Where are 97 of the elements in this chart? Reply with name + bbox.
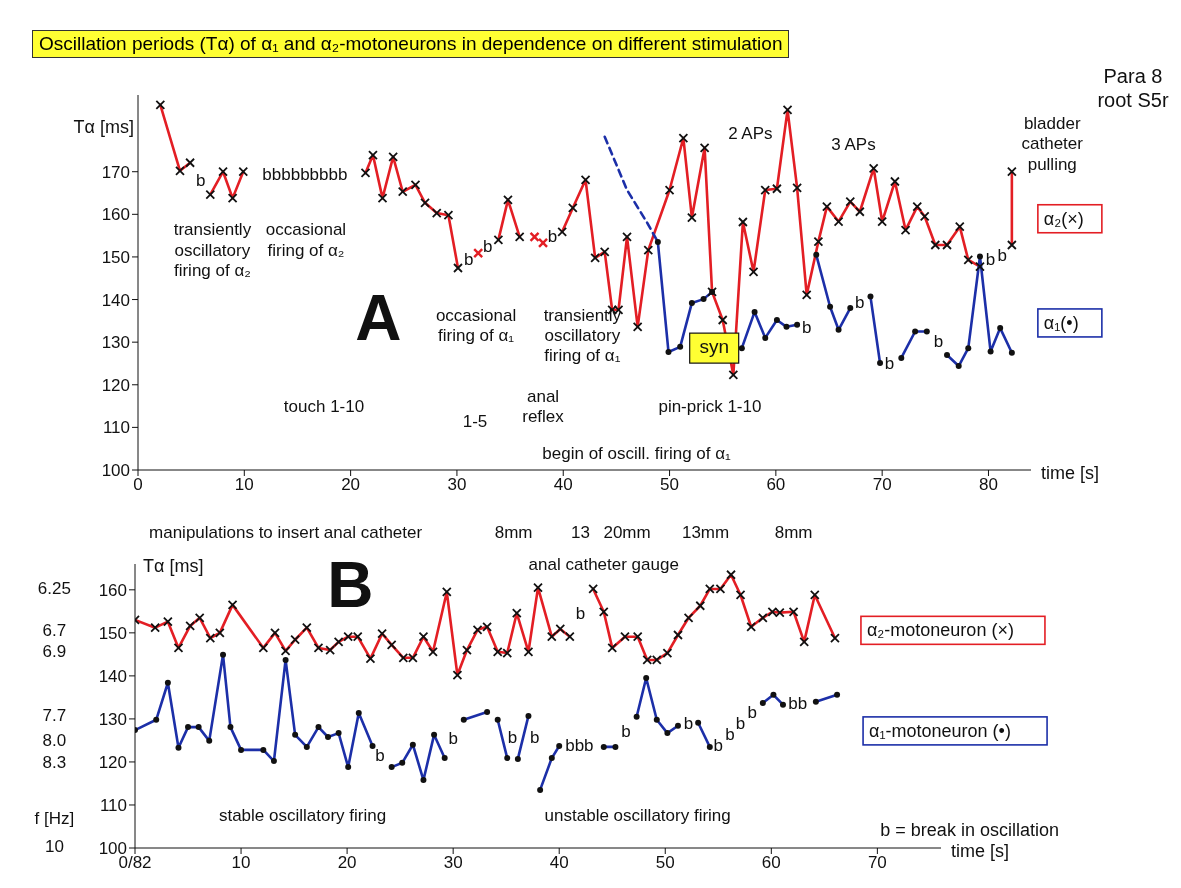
x-tick-label: 80 xyxy=(979,475,998,495)
annotation: b xyxy=(375,746,385,766)
text: 10 xyxy=(44,837,64,857)
text: 8.0 xyxy=(42,731,67,751)
annotation: b xyxy=(747,703,757,723)
annotation: b xyxy=(448,729,458,749)
annotation: A xyxy=(355,281,402,354)
annotation: b xyxy=(621,722,631,742)
series-label: α₂-motoneuron (×) xyxy=(866,620,1014,641)
y-tick-label: 120 xyxy=(98,752,127,772)
y-axis-title: Tα [ms] xyxy=(73,117,134,137)
text: manipulations to insert anal catheter xyxy=(149,523,423,543)
annotation: b xyxy=(933,332,944,352)
y-tick-label: 150 xyxy=(98,623,127,643)
annotation: b xyxy=(463,250,474,270)
chart-title: Oscillation periods (Tα) of α₁ and α₂-motoneurons in dependence on different stimulation xyxy=(32,30,790,58)
annotation: occasional firing of α₂ xyxy=(265,220,347,261)
y-tick-label: 120 xyxy=(101,375,130,395)
text: α₁-motoneuron (•) xyxy=(869,720,1011,741)
annotation: stable oscillatory firing xyxy=(218,806,387,826)
x-tick-label: 70 xyxy=(867,853,887,873)
text: 7.7 xyxy=(42,706,67,726)
y-tick-label: 160 xyxy=(98,580,127,600)
text: 6.7 xyxy=(42,621,67,641)
annotation: b xyxy=(483,237,493,257)
x-tick-label: 50 xyxy=(660,475,680,495)
annotation: b xyxy=(997,246,1008,266)
y-tick-label: 160 xyxy=(101,205,130,225)
y-tick-label: 140 xyxy=(98,666,127,686)
annotation: b xyxy=(713,736,724,756)
x-axis-title: time [s] xyxy=(951,840,1010,861)
y-tick-label: 110 xyxy=(102,418,130,438)
annotation: b = break in oscillation xyxy=(880,819,1059,840)
x-tick-label: 70 xyxy=(872,475,892,495)
x-tick-label: 60 xyxy=(766,475,786,495)
text: Para 8 root S5r xyxy=(1097,65,1169,112)
annotation: bbbbbbbbb xyxy=(262,165,348,185)
text: f [Hz] xyxy=(34,809,75,829)
annotation: transiently oscillatory firing of α₂ xyxy=(173,220,252,281)
annotation: touch 1-10 xyxy=(283,397,365,417)
text: 6.9 xyxy=(42,642,67,662)
annotation: b xyxy=(801,318,812,338)
annotation: 2 APs xyxy=(728,124,773,144)
annotation: b xyxy=(683,714,694,734)
x-tick-label: 40 xyxy=(549,853,569,873)
x-tick-label: 30 xyxy=(443,853,463,873)
annotation: syn xyxy=(699,336,729,358)
annotation: b xyxy=(884,354,895,374)
y-tick-label: 130 xyxy=(98,709,127,729)
x-tick-label: 50 xyxy=(655,853,675,873)
annotation: transiently oscillatory firing of α₁ xyxy=(543,306,622,366)
series-label: α₂(×) xyxy=(1043,208,1084,229)
annotation: unstable oscillatory firing xyxy=(544,806,731,826)
text: 13mm xyxy=(681,523,730,543)
annotation: b xyxy=(575,604,586,624)
annotation: B xyxy=(327,548,374,621)
annotation: occasional firing of α₁ xyxy=(435,306,517,346)
annotation: anal reflex xyxy=(522,387,565,427)
y-tick-label: 130 xyxy=(101,333,130,353)
annotation: pin-prick 1-10 xyxy=(658,397,762,417)
series-label: α₁(•) xyxy=(1043,312,1079,333)
y-tick-label: 110 xyxy=(99,796,127,815)
x-tick-label: 60 xyxy=(761,853,781,873)
annotation: b xyxy=(195,171,206,191)
annotation: b xyxy=(735,714,746,734)
annotation: b xyxy=(547,227,558,247)
annotation: bb xyxy=(788,694,808,714)
y-tick-label: 170 xyxy=(101,162,130,182)
annotation: b xyxy=(855,293,865,313)
annotation: bbb xyxy=(565,736,594,756)
x-tick-label: 10 xyxy=(231,853,251,873)
x-tick-label: 10 xyxy=(234,475,254,495)
annotation: b xyxy=(507,728,518,748)
text: 6.25 xyxy=(37,579,71,599)
text: 8mm xyxy=(494,523,533,543)
annotation: b xyxy=(530,728,540,748)
text: 13 xyxy=(570,523,590,543)
annotation: 1-5 xyxy=(462,412,488,432)
y-tick-label: 140 xyxy=(101,290,130,310)
annotation: bladder catheter pulling xyxy=(1021,114,1084,175)
text: 8mm xyxy=(774,523,813,543)
x-tick-label: 20 xyxy=(341,475,361,495)
y-axis-title: Tα [ms] xyxy=(143,556,204,576)
x-tick-label: 20 xyxy=(337,853,357,873)
annotation: 3 APs xyxy=(831,135,876,155)
annotation: b xyxy=(985,250,996,270)
text: 8.3 xyxy=(42,753,67,773)
x-tick-label: 30 xyxy=(447,475,467,495)
x-tick-label: 40 xyxy=(553,475,573,495)
annotation: anal catheter gauge xyxy=(528,555,679,575)
annotation: begin of oscill. firing of α₁ xyxy=(542,444,732,464)
annotation: b xyxy=(725,725,735,745)
y-tick-label: 100 xyxy=(101,461,130,481)
text: 20mm xyxy=(603,523,651,543)
x-axis-title: time [s] xyxy=(1041,462,1100,483)
y-tick-label: 150 xyxy=(101,247,130,267)
x-tick-label: 0 xyxy=(133,475,143,495)
